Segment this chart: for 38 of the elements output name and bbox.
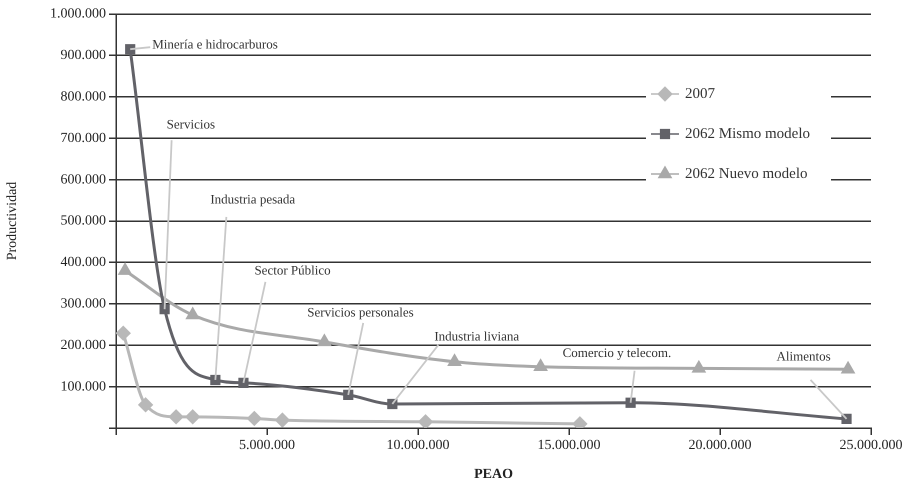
x-tick-label: 5.000.000 [239, 438, 295, 454]
x-axis-title: PEAO [474, 467, 514, 482]
point [185, 409, 200, 424]
x-tick-label: 20.000.000 [688, 438, 752, 454]
point [125, 44, 136, 54]
legend-label: 2062 Mismo modelo [685, 126, 810, 142]
point [246, 410, 262, 426]
annotation: Comercio y telecom. [562, 345, 672, 360]
y-tick-label: 300.000 [60, 296, 106, 312]
point [168, 409, 184, 424]
legend-label: 2062 Nuevo modelo [685, 166, 808, 182]
y-tick-label: 700.000 [60, 130, 106, 146]
y-tick-label: 200.000 [60, 338, 106, 353]
point [418, 414, 434, 428]
y-tick-label: 600.000 [60, 172, 106, 188]
y-tick-label: 500.000 [60, 214, 106, 229]
x-tick-label: 15.000.000 [538, 438, 600, 454]
point [160, 304, 170, 314]
annotation: Industria liviana [434, 328, 520, 344]
annotation: Servicios personales [307, 304, 414, 320]
y-tick-label: 100.000 [60, 379, 106, 394]
y-axis-title: Productividad [5, 182, 20, 260]
y-tick-label: 900.000 [60, 48, 106, 64]
annotation: Minería e hidrocarburos [152, 36, 278, 52]
point [274, 412, 290, 428]
point [626, 398, 636, 408]
annotation: Servicios [166, 116, 216, 132]
y-tick-label: 800.000 [60, 89, 106, 104]
annotation: Sector Público [254, 262, 331, 278]
y-tick-label: 400.000 [60, 255, 106, 270]
x-tick-label: 25.000.000 [840, 438, 902, 454]
annotation: Industria pesada [210, 191, 296, 206]
y-tick-label: 1.000.000 [50, 6, 106, 22]
point [116, 326, 131, 341]
point [138, 397, 154, 412]
x-tick-label: 10.000.000 [386, 438, 450, 454]
legend-label: 2007 [685, 86, 716, 102]
annotation: Alimentos [776, 348, 831, 364]
